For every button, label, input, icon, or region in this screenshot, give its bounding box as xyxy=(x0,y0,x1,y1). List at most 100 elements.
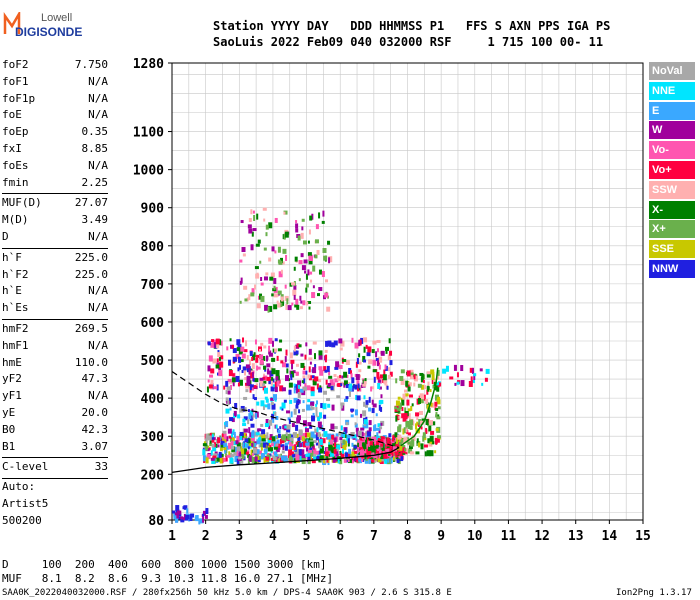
echo-point xyxy=(401,397,405,402)
echo-point xyxy=(284,231,289,238)
echo-point xyxy=(382,438,387,443)
echo-point xyxy=(418,410,423,415)
echo-point xyxy=(291,453,296,457)
echo-point xyxy=(344,434,347,439)
x-trace-curve xyxy=(400,367,439,447)
echo-point xyxy=(216,457,221,462)
echo-point xyxy=(227,400,230,405)
echo-point xyxy=(375,445,379,450)
param-value: 8.85 xyxy=(81,142,109,155)
echo-point xyxy=(381,437,386,444)
echo-point xyxy=(366,452,370,458)
echo-point xyxy=(280,296,284,302)
param-row: hmF2 269.5 xyxy=(2,322,108,338)
echo-point xyxy=(338,338,343,344)
legend-item: W xyxy=(649,121,695,140)
echo-point xyxy=(270,396,273,402)
echo-point xyxy=(271,403,276,410)
echo-point xyxy=(341,433,345,438)
echo-point xyxy=(355,427,359,432)
echo-point xyxy=(383,454,386,459)
echo-point xyxy=(355,361,358,368)
echo-point xyxy=(370,450,374,455)
param-row: h`E N/A xyxy=(2,284,108,300)
echo-point xyxy=(291,302,294,306)
echo-point xyxy=(357,448,361,452)
echo-point xyxy=(381,439,385,444)
echo-point xyxy=(312,449,316,454)
echo-point xyxy=(238,454,242,460)
echo-point xyxy=(244,298,248,302)
echo-point xyxy=(296,398,300,405)
echo-point xyxy=(257,437,260,441)
echo-point xyxy=(271,438,276,445)
echo-point xyxy=(403,437,408,444)
echo-point xyxy=(363,337,368,343)
param-row: yF1 N/A xyxy=(2,389,108,405)
echo-point xyxy=(323,458,327,463)
echo-point xyxy=(211,339,215,343)
echo-point xyxy=(206,454,211,460)
echo-point xyxy=(249,410,252,414)
echo-point xyxy=(370,445,373,450)
echo-point xyxy=(316,383,319,390)
param-value: 3.07 xyxy=(81,439,109,453)
echo-point xyxy=(394,406,398,410)
echo-point xyxy=(315,442,320,446)
echo-point xyxy=(349,383,353,389)
echo-point xyxy=(259,260,262,264)
echo-point xyxy=(284,442,288,449)
echo-point xyxy=(392,434,396,438)
echo-point xyxy=(337,382,342,387)
echo-point xyxy=(241,437,244,441)
echo-point xyxy=(230,445,235,450)
echo-point xyxy=(431,378,435,384)
echo-point xyxy=(348,385,353,392)
echo-point xyxy=(385,453,390,458)
echo-point xyxy=(405,430,408,434)
echo-point xyxy=(275,424,278,429)
echo-point xyxy=(422,379,425,383)
echo-point xyxy=(398,439,403,446)
echo-point xyxy=(240,405,245,412)
echo-point xyxy=(273,304,278,310)
echo-point xyxy=(302,240,307,245)
echo-point xyxy=(301,442,304,447)
echo-point xyxy=(403,449,407,454)
echo-point xyxy=(293,397,298,403)
echo-point xyxy=(231,377,236,383)
echo-point xyxy=(392,435,396,439)
echo-point xyxy=(383,369,386,376)
echo-point xyxy=(373,453,376,459)
echo-point xyxy=(335,456,340,463)
echo-point xyxy=(375,358,379,362)
echo-point xyxy=(397,447,401,452)
echo-point xyxy=(385,384,388,390)
echo-point xyxy=(337,457,341,463)
echo-point xyxy=(350,370,353,375)
echo-point xyxy=(344,428,347,435)
echo-point xyxy=(307,300,312,304)
echo-point xyxy=(211,439,215,443)
echo-point xyxy=(175,509,180,515)
echo-point xyxy=(352,436,356,440)
echo-point xyxy=(388,439,393,443)
echo-point xyxy=(254,339,257,345)
echo-point xyxy=(247,224,252,229)
echo-point xyxy=(362,445,366,449)
echo-point xyxy=(430,369,435,375)
echo-point xyxy=(262,376,266,380)
echo-point xyxy=(257,458,261,463)
echo-point xyxy=(239,359,244,363)
echo-point xyxy=(345,452,350,459)
y-tick-label: 800 xyxy=(141,240,165,255)
echo-point xyxy=(236,442,241,449)
echo-point xyxy=(332,435,335,441)
echo-point xyxy=(324,355,327,361)
echo-point xyxy=(296,399,301,404)
echo-point xyxy=(338,432,342,436)
echo-point xyxy=(257,239,261,244)
echo-point xyxy=(387,448,390,453)
echo-point xyxy=(281,434,286,441)
echo-point xyxy=(394,405,399,412)
